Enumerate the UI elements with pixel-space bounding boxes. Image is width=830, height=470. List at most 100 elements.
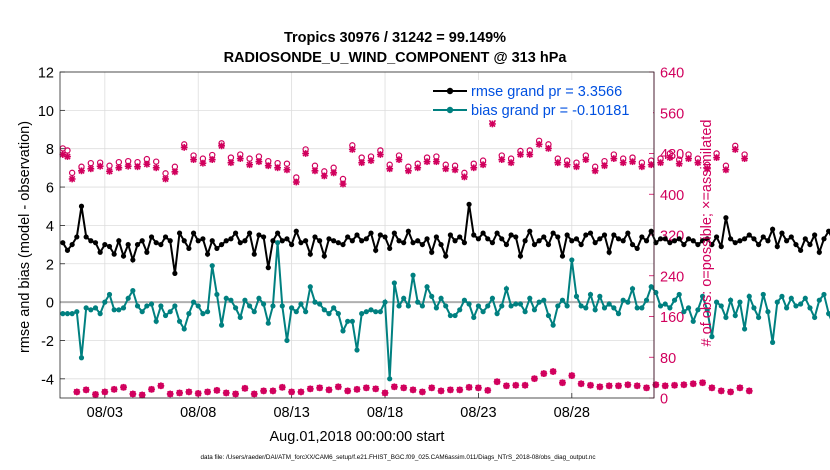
- assimilated-marker: [596, 383, 604, 391]
- assimilated-marker: [152, 164, 160, 172]
- bias-point: [349, 318, 355, 324]
- possible-marker: [64, 147, 71, 154]
- assimilated-marker: [241, 384, 249, 392]
- bias-point: [765, 309, 771, 315]
- bias-point: [298, 301, 304, 307]
- rmse-point: [172, 270, 178, 276]
- assimilated-marker: [283, 166, 291, 174]
- assimilated-marker: [218, 142, 225, 150]
- bias-point: [321, 307, 327, 313]
- assimilated-marker: [236, 155, 244, 162]
- bias-point: [611, 305, 617, 311]
- rmse-point: [662, 236, 668, 242]
- bias-point: [629, 286, 636, 292]
- bias-point: [158, 303, 164, 309]
- rmse-point: [181, 238, 187, 244]
- rmse-point: [354, 232, 360, 238]
- chart-subtitle: RADIOSONDE_U_WIND_COMPONENT @ 313 hPa: [224, 50, 568, 66]
- bias-point: [770, 339, 776, 345]
- bias-point: [457, 307, 463, 313]
- bias-point: [218, 322, 225, 328]
- bias-point: [499, 303, 505, 309]
- bias-point: [536, 299, 542, 305]
- possible-marker: [246, 155, 253, 162]
- assimilated-marker: [376, 151, 384, 158]
- rmse-point: [214, 245, 220, 252]
- assimilated-marker: [404, 167, 412, 175]
- assimilated-marker: [531, 375, 538, 383]
- rmse-point: [704, 236, 710, 242]
- assimilated-marker: [573, 163, 580, 171]
- bias-point: [513, 301, 519, 307]
- rmse-point: [606, 249, 612, 255]
- bias-point: [681, 309, 687, 315]
- assimilated-marker: [432, 158, 440, 166]
- rmse-point: [681, 241, 687, 248]
- rmse-point: [256, 232, 262, 238]
- rmse-point: [485, 236, 491, 242]
- assimilated-marker: [288, 388, 296, 396]
- assimilated-marker: [559, 379, 566, 387]
- rmse-point: [499, 236, 505, 242]
- assimilated-marker: [344, 387, 352, 395]
- assimilated-marker: [661, 382, 669, 390]
- bias-point: [377, 309, 383, 315]
- legend-bias-label: bias grand pr = -0.10181: [471, 103, 629, 119]
- bias-point: [583, 305, 589, 311]
- assimilated-marker: [456, 386, 464, 394]
- assimilated-marker: [493, 378, 501, 386]
- x-tick-label: 08/18: [367, 405, 403, 421]
- rmse-point: [489, 240, 496, 246]
- rmse-point: [387, 245, 393, 252]
- rmse-point: [228, 236, 234, 242]
- bias-point: [802, 295, 808, 301]
- data-file-footer: data file: /Users/raeder/DAI/ATM_forcXX/…: [200, 454, 595, 461]
- rmse-point: [494, 230, 500, 236]
- bias-point: [228, 297, 234, 303]
- rmse-point: [541, 234, 547, 240]
- rmse-point: [466, 201, 472, 207]
- assimilated-marker: [418, 388, 426, 396]
- assimilated-marker: [171, 168, 179, 176]
- rmse-point: [447, 232, 453, 238]
- bias-point: [111, 307, 117, 313]
- legend-bias-marker: [446, 106, 454, 114]
- assimilated-marker: [358, 159, 366, 167]
- bias-point: [685, 305, 692, 311]
- rmse-point: [130, 257, 136, 263]
- assimilated-marker: [465, 383, 473, 391]
- bias-point: [232, 305, 239, 311]
- assimilated-marker: [461, 173, 468, 181]
- bias-point: [326, 311, 332, 317]
- rmse-point: [826, 228, 830, 234]
- rmse-point: [812, 232, 818, 238]
- x-axis-label: Aug.01,2018 00:00:00 start: [270, 429, 445, 445]
- assimilated-marker: [339, 180, 347, 188]
- rmse-point: [102, 241, 108, 248]
- bias-point: [531, 307, 538, 313]
- assimilated-marker: [190, 156, 197, 164]
- rmse-point: [699, 238, 706, 244]
- rmse-point: [592, 240, 598, 246]
- assimilated-marker: [428, 384, 436, 392]
- rmse-point: [737, 238, 743, 244]
- assimilated-marker: [316, 384, 324, 392]
- rmse-point: [204, 251, 211, 257]
- assimilated-marker: [129, 390, 137, 398]
- bias-point: [671, 297, 678, 303]
- rmse-point: [508, 232, 514, 238]
- assimilated-marker: [652, 381, 660, 389]
- rmse-point: [368, 230, 374, 236]
- assimilated-marker: [745, 387, 753, 395]
- bias-point: [732, 312, 738, 319]
- rmse-point: [629, 241, 636, 248]
- assimilated-marker: [694, 159, 702, 167]
- y-tick-label: 0: [46, 296, 54, 312]
- bias-point: [615, 311, 622, 317]
- rmse-point: [125, 241, 131, 248]
- rmse-point: [429, 249, 435, 255]
- assimilated-marker: [666, 154, 674, 161]
- rmse-point: [816, 249, 822, 255]
- rmse-point: [331, 238, 337, 244]
- assimilated-marker: [185, 388, 193, 396]
